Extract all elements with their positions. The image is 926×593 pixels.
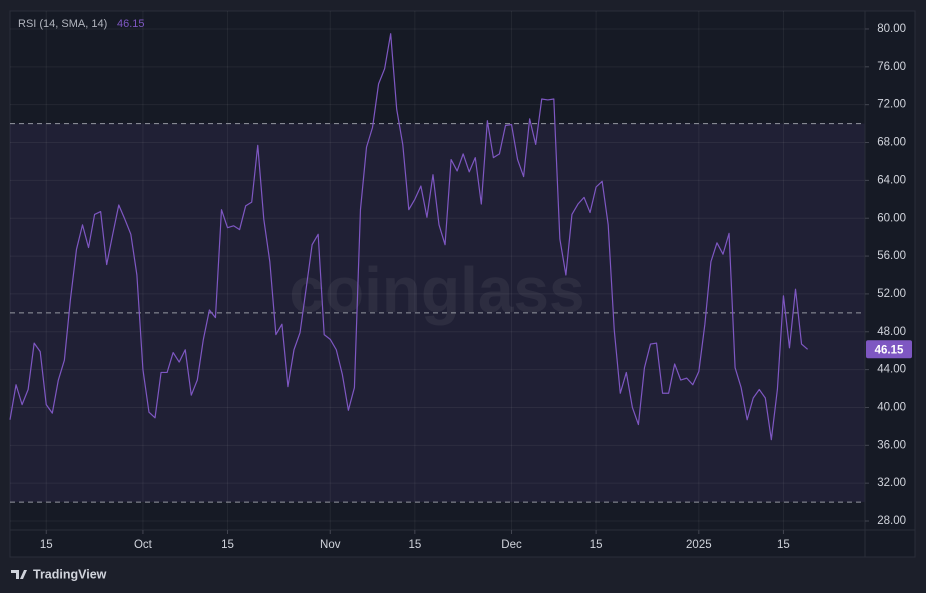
y-tick-label: 52.00	[877, 288, 906, 300]
y-tick-label: 76.00	[877, 61, 906, 73]
plot-background	[10, 11, 865, 530]
brand-logo: TradingView	[11, 567, 107, 581]
x-tick-label: Nov	[320, 539, 341, 551]
y-tick-label: 60.00	[877, 212, 906, 224]
brand-icon	[11, 570, 27, 579]
x-tick-label: 15	[777, 539, 790, 551]
x-tick-label: 2025	[686, 539, 712, 551]
y-tick-label: 72.00	[877, 99, 906, 111]
x-tick-label: 15	[221, 539, 234, 551]
y-tick-label: 56.00	[877, 250, 906, 262]
legend-name: RSI (14, SMA, 14)	[18, 18, 107, 30]
y-tick-label: 80.00	[877, 23, 906, 35]
x-tick-label: Dec	[501, 539, 522, 551]
y-tick-label: 44.00	[877, 364, 906, 376]
x-tick-label: Oct	[134, 539, 153, 551]
chart-frame	[9, 10, 916, 558]
rsi-line	[9, 33, 808, 441]
last-value-badge	[866, 340, 912, 359]
y-tick-label: 32.00	[877, 477, 906, 489]
watermark: coinglass	[289, 254, 584, 326]
y-tick-label: 40.00	[877, 401, 906, 413]
y-tick-label: 36.00	[877, 439, 906, 451]
legend-value: 46.15	[117, 18, 145, 30]
y-tick-label: 68.00	[877, 137, 906, 149]
y-tick-label: 48.00	[877, 326, 906, 338]
y-tick-label: 28.00	[877, 515, 906, 527]
x-tick-label: 15	[408, 539, 421, 551]
brand-text: TradingView	[33, 567, 107, 581]
y-tick-label: 64.00	[877, 174, 906, 186]
last-value-label: 46.15	[875, 344, 904, 356]
x-tick-label: 15	[590, 539, 603, 551]
x-tick-label: 15	[40, 539, 53, 551]
